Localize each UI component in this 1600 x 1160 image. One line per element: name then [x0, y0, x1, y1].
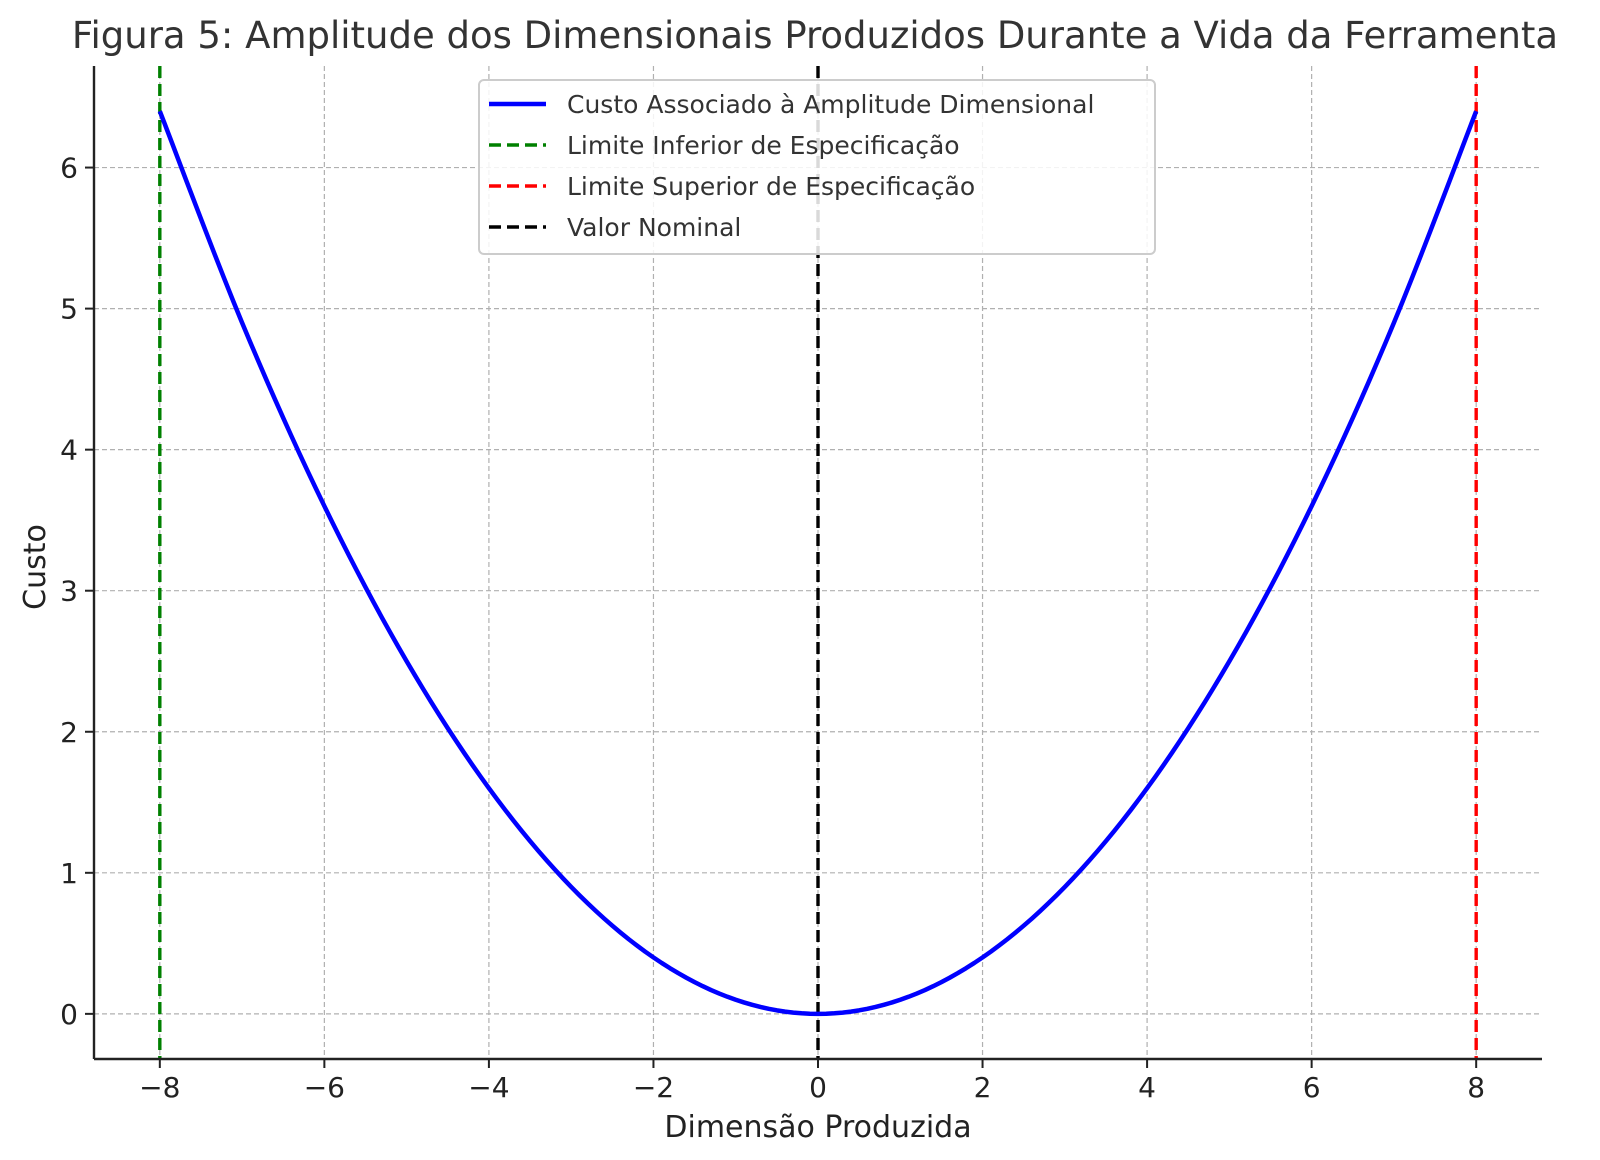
legend-label: Custo Associado à Amplitude Dimensional	[567, 90, 1094, 119]
y-tick-label: 3	[60, 575, 78, 608]
y-tick-label: 5	[60, 293, 78, 326]
x-tick-label: −4	[468, 1071, 509, 1104]
x-tick-label: −2	[633, 1071, 674, 1104]
x-tick-label: 8	[1467, 1071, 1485, 1104]
y-tick-label: 1	[60, 857, 78, 890]
x-tick-label: −8	[139, 1071, 180, 1104]
legend: Custo Associado à Amplitude Dimensional L…	[478, 79, 1156, 255]
y-tick-label: 0	[60, 998, 78, 1031]
x-tick-label: 6	[1303, 1071, 1321, 1104]
x-tick-label: 0	[809, 1071, 827, 1104]
series-layer	[157, 110, 1479, 1017]
y-axis-label: Custo	[18, 524, 53, 610]
legend-box	[478, 79, 1156, 255]
axes	[85, 66, 1542, 1068]
legend-label: Limite Inferior de Especificação	[567, 131, 960, 160]
x-tick-label: 2	[974, 1071, 992, 1104]
x-axis-label: Dimensão Produzida	[664, 1110, 971, 1145]
legend-label: Limite Superior de Especificação	[567, 172, 975, 201]
legend-label: Valor Nominal	[567, 213, 741, 242]
tick-labels: −8 −6 −4 −2 0 2 4 6 8 0 1 2 3 4 5 6	[60, 152, 1485, 1104]
y-tick-label: 4	[60, 434, 78, 467]
x-tick-label: 4	[1138, 1071, 1156, 1104]
y-tick-label: 2	[60, 716, 78, 749]
x-tick-label: −6	[304, 1071, 345, 1104]
series-line	[157, 110, 1479, 1017]
chart-title: Figura 5: Amplitude dos Dimensionais Pro…	[72, 14, 1558, 57]
y-tick-label: 6	[60, 152, 78, 185]
